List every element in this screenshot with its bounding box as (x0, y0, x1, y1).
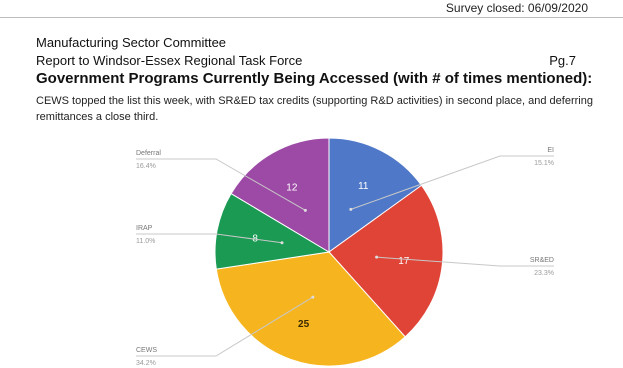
slice-percent-ei: 15.1% (534, 160, 554, 167)
leader-line-sr-ed (376, 256, 554, 267)
page-number: Pg.7 (549, 53, 576, 68)
survey-closed-date: Survey closed: 06/09/2020 (445, 1, 588, 15)
slice-percent-cews: 34.2% (136, 360, 156, 367)
leader-dot-irap (280, 241, 284, 245)
page-title: Government Programs Currently Being Acce… (36, 70, 593, 87)
pie-slice-cews (215, 251, 406, 367)
leader-dot-ei (349, 207, 353, 211)
slice-percent-irap: 11.0% (136, 238, 155, 245)
slice-value-ei: 11 (358, 181, 369, 192)
slice-value-deferral: 12 (286, 183, 298, 194)
leader-line-deferral (136, 158, 306, 211)
report-recipient: Report to Windsor-Essex Regional Task Fo… (36, 53, 303, 68)
pie-slice-irap (214, 192, 331, 270)
leader-dot-sr-ed (375, 255, 379, 259)
leader-line-ei (350, 155, 554, 210)
slice-value-sr-ed: 17 (398, 256, 410, 267)
slice-value-cews: 25 (298, 319, 310, 330)
top-divider (0, 17, 623, 18)
slice-label-irap: IRAP (136, 225, 153, 232)
slice-percent-sr-ed: 23.3% (534, 270, 554, 277)
slice-label-cews: CEWS (136, 347, 157, 354)
pie-slice-ei (328, 137, 423, 253)
slice-percent-deferral: 16.4% (136, 163, 156, 170)
leader-dot-cews (311, 295, 315, 299)
pie-slice-deferral (230, 137, 330, 253)
summary-text: CEWS topped the list this week, with SR&… (36, 95, 593, 123)
committee-name: Manufacturing Sector Committee (36, 35, 227, 50)
leader-line-irap (136, 233, 283, 244)
leader-dot-deferral (303, 208, 307, 212)
slice-label-deferral: Deferral (136, 150, 161, 157)
slice-label-sr-ed: SR&ED (530, 257, 554, 264)
leader-line-cews (136, 296, 314, 357)
slice-label-ei: EI (547, 147, 554, 154)
pie-slice-sr-ed (328, 184, 444, 338)
